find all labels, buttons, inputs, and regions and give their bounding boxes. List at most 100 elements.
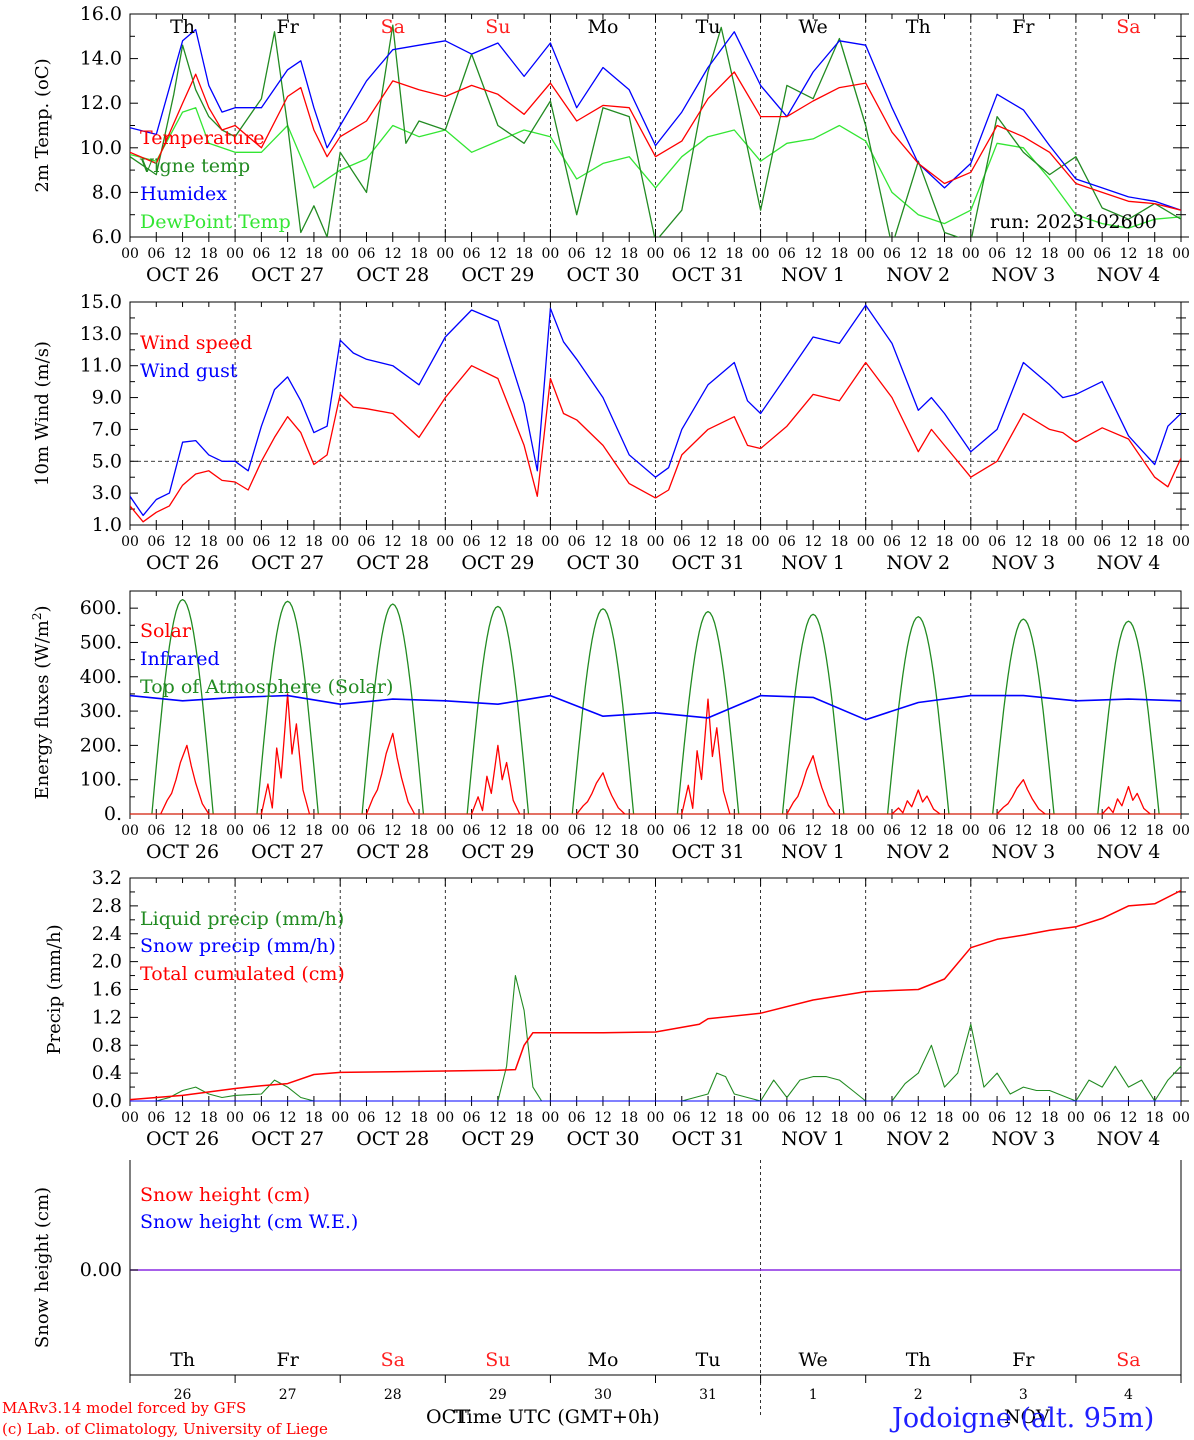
hour-tick-label: 12 xyxy=(174,823,192,839)
day-number-label: 30 xyxy=(594,1387,612,1403)
solar-curve xyxy=(1101,785,1151,815)
weekday-label: Tu xyxy=(696,16,721,38)
hour-tick-label: 00 xyxy=(962,823,980,839)
hour-tick-label: 06 xyxy=(883,246,901,262)
date-label: NOV 3 xyxy=(991,1128,1055,1150)
hour-tick-label: 00 xyxy=(541,1110,559,1126)
humidex-line xyxy=(130,28,1181,211)
panel-4: 0.0 0.4 0.8 1.2 1.6 2.0 2.4 2.8 3.2 Precip (mm/h)… xyxy=(44,867,1190,1150)
y-axis-label: Energy fluxes (W/m2) xyxy=(30,605,53,799)
date-label: OCT 31 xyxy=(672,841,745,863)
y-tick-label: 12.0 xyxy=(80,92,122,114)
y-tick-label: 600. xyxy=(80,597,122,619)
hour-tick-label: 12 xyxy=(804,823,822,839)
hour-tick-label: 18 xyxy=(1146,1110,1164,1126)
hour-tick-label: 06 xyxy=(147,823,165,839)
run-label: run: 2023102600 xyxy=(990,211,1157,233)
hour-tick-label: 06 xyxy=(568,1110,586,1126)
date-label: NOV 2 xyxy=(886,264,950,286)
hour-tick-label: 18 xyxy=(515,823,533,839)
hour-tick-label: 00 xyxy=(226,823,244,839)
hour-tick-label: 18 xyxy=(725,246,743,262)
y-tick-label: 8.0 xyxy=(92,181,122,203)
hour-tick-label: 06 xyxy=(988,823,1006,839)
dewpoint-line xyxy=(130,107,1181,229)
y-tick-label: 3.0 xyxy=(92,482,122,504)
hour-tick-label: 12 xyxy=(1120,246,1138,262)
toa-solar-curve xyxy=(571,608,635,815)
hour-tick-label: 12 xyxy=(279,823,297,839)
y-axis-label: Precip (mm/h) xyxy=(44,924,65,1054)
y-tick-label: 9.0 xyxy=(92,387,122,409)
hour-tick-label: 18 xyxy=(515,534,533,550)
hour-tick-label: 00 xyxy=(1172,1110,1190,1126)
hour-tick-label: 00 xyxy=(541,823,559,839)
hour-tick-label: 12 xyxy=(279,246,297,262)
hour-tick-label: 00 xyxy=(1172,823,1190,839)
date-label: OCT 28 xyxy=(356,841,429,863)
hour-tick-label: 06 xyxy=(778,246,796,262)
date-label: OCT 31 xyxy=(672,1128,745,1150)
hour-tick-label: 06 xyxy=(883,823,901,839)
wind-speed-line xyxy=(130,361,1181,523)
hour-tick-label: 00 xyxy=(1172,246,1190,262)
hour-tick-label: 06 xyxy=(147,246,165,262)
hour-tick-label: 06 xyxy=(147,1110,165,1126)
hour-tick-label: 06 xyxy=(358,1110,376,1126)
day-number-label: 28 xyxy=(384,1387,402,1403)
legend-entry: Infrared xyxy=(140,648,220,670)
legend-entry: DewPoint Temp xyxy=(140,211,291,233)
toa-solar-curve xyxy=(886,616,950,815)
hour-tick-label: 06 xyxy=(568,246,586,262)
hour-tick-label: 12 xyxy=(699,1110,717,1126)
date-label: NOV 4 xyxy=(1097,552,1161,574)
solar-curve xyxy=(996,779,1046,815)
weekday-label: Sa xyxy=(1116,1349,1140,1371)
hour-tick-label: 00 xyxy=(857,1110,875,1126)
date-label: OCT 31 xyxy=(672,552,745,574)
solar-curve xyxy=(786,755,836,815)
hour-tick-label: 00 xyxy=(1067,1110,1085,1126)
hour-tick-label: 12 xyxy=(804,1110,822,1126)
vigne-temp-line xyxy=(130,24,1181,237)
hour-tick-label: 12 xyxy=(384,534,402,550)
hour-tick-label: 18 xyxy=(620,534,638,550)
day-number-label: 27 xyxy=(279,1387,297,1403)
hour-tick-label: 18 xyxy=(410,1110,428,1126)
weekday-label: Th xyxy=(906,1349,931,1371)
hour-tick-label: 00 xyxy=(541,246,559,262)
hour-tick-label: 00 xyxy=(647,246,665,262)
date-label: OCT 29 xyxy=(461,264,534,286)
infrared-line xyxy=(129,694,1182,721)
hour-tick-label: 06 xyxy=(988,1110,1006,1126)
day-number-label: 1 xyxy=(809,1387,818,1403)
hour-tick-label: 06 xyxy=(1093,246,1111,262)
hour-tick-label: 00 xyxy=(436,534,454,550)
hour-tick-label: 18 xyxy=(305,1110,323,1126)
hour-tick-label: 18 xyxy=(936,823,954,839)
date-label: NOV 4 xyxy=(1097,1128,1161,1150)
panel-3: 0. 100. 200. 300. 400. 500. 600. Energy fluxes … xyxy=(30,590,1190,863)
date-label: OCT 28 xyxy=(356,552,429,574)
hour-tick-label: 06 xyxy=(252,823,270,839)
hour-tick-label: 06 xyxy=(1093,534,1111,550)
hour-tick-label: 00 xyxy=(752,246,770,262)
date-label: NOV 4 xyxy=(1097,264,1161,286)
date-label: OCT 30 xyxy=(566,264,639,286)
month-label-nov: NOV xyxy=(1004,1406,1050,1428)
hour-tick-label: 12 xyxy=(909,534,927,550)
legend-entry: Liquid precip (mm/h) xyxy=(140,908,344,930)
date-label: NOV 2 xyxy=(886,841,950,863)
hour-tick-label: 06 xyxy=(673,823,691,839)
hour-tick-label: 00 xyxy=(1067,246,1085,262)
hour-tick-label: 12 xyxy=(1014,1110,1032,1126)
hour-tick-label: 18 xyxy=(725,534,743,550)
weekday-label: Fr xyxy=(1012,1349,1035,1371)
y-tick-label: 14.0 xyxy=(80,48,122,70)
toa-solar-curve xyxy=(151,598,214,815)
hour-tick-label: 00 xyxy=(1172,534,1190,550)
y-axis-label: Snow height (cm) xyxy=(32,1187,53,1348)
y-tick-label: 16.0 xyxy=(80,3,122,25)
legend-entry: Solar xyxy=(140,620,192,642)
y-tick-label: 200. xyxy=(80,734,122,756)
